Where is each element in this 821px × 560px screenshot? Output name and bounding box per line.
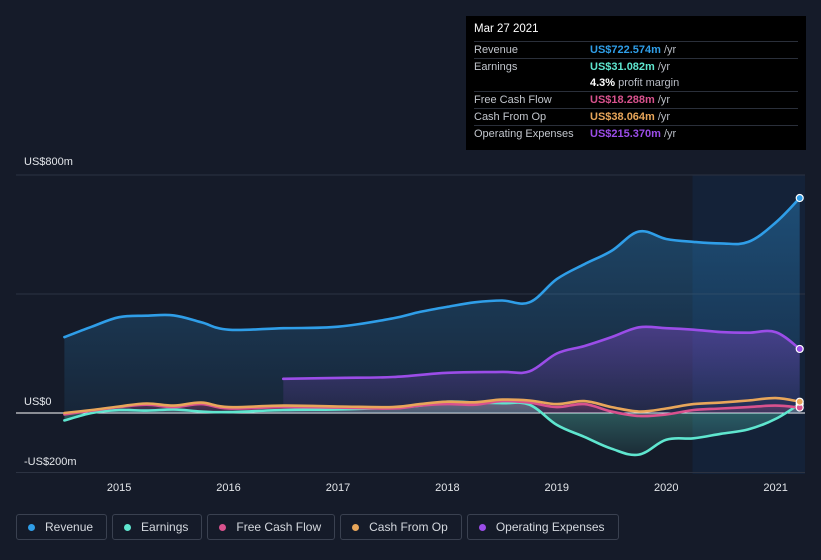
legend-item-revenue[interactable]: Revenue bbox=[16, 514, 108, 540]
tooltip-label: Cash From Op bbox=[474, 111, 547, 123]
tooltip-row-earnings: Earnings US$31.082m /yr bbox=[474, 58, 798, 75]
tooltip-date: Mar 27 2021 bbox=[474, 23, 539, 35]
cash-from-op-dot-icon bbox=[352, 523, 360, 531]
y-tick-label: US$0 bbox=[24, 396, 52, 408]
operating-expenses-end-marker bbox=[795, 344, 804, 354]
cash-from-op-line bbox=[63, 396, 801, 415]
tooltip-row-profit-margin: 4.3% profit margin bbox=[474, 75, 798, 91]
tooltip-label: Revenue bbox=[474, 44, 519, 56]
cash-from-op-end-marker bbox=[795, 397, 804, 406]
tooltip-unit: /yr bbox=[657, 111, 671, 123]
revenue-end-marker bbox=[795, 193, 804, 203]
x-tick-label: 2021 bbox=[763, 482, 787, 494]
revenue-line bbox=[63, 196, 801, 339]
tooltip-panel: Mar 27 2021 Revenue US$722.574m /yr Earn… bbox=[466, 16, 806, 150]
y-tick-label: -US$200m bbox=[24, 456, 77, 468]
x-tick-label: 2020 bbox=[654, 482, 678, 494]
legend-label: Operating Expenses bbox=[495, 520, 605, 534]
operating-expenses-area bbox=[283, 326, 800, 413]
x-tick-label: 2016 bbox=[216, 482, 240, 494]
tooltip-unit: /yr bbox=[657, 61, 671, 73]
free-cash-flow-line bbox=[63, 399, 801, 418]
legend-label: Earnings bbox=[141, 520, 189, 534]
tooltip-unit: /yr bbox=[663, 128, 677, 140]
tooltip-row-free-cash-flow: Free Cash Flow US$18.288m /yr bbox=[474, 91, 798, 108]
earnings-area bbox=[64, 401, 800, 455]
tooltip-value: US$215.370m bbox=[590, 128, 661, 140]
y-tick-label: US$800m bbox=[24, 156, 73, 168]
revenue-dot-icon bbox=[28, 523, 35, 531]
tooltip-label: Operating Expenses bbox=[474, 128, 574, 140]
x-tick-label: 2019 bbox=[545, 482, 569, 494]
x-tick-label: 2018 bbox=[435, 482, 459, 494]
profit-margin-value: 4.3% bbox=[590, 77, 616, 89]
tooltip-value: US$722.574m bbox=[590, 44, 661, 56]
legend-label: Revenue bbox=[45, 520, 94, 534]
legend-label: Free Cash Flow bbox=[236, 520, 322, 534]
legend-item-cash-from-op[interactable]: Cash From Op bbox=[340, 514, 462, 540]
tooltip-value: US$18.288m bbox=[590, 94, 655, 106]
operating-expenses-dot-icon bbox=[478, 523, 486, 531]
earnings-dot-icon bbox=[124, 523, 132, 531]
profit-margin-label: profit margin bbox=[618, 77, 680, 89]
legend-item-free-cash-flow[interactable]: Free Cash Flow bbox=[207, 514, 336, 540]
x-tick-label: 2015 bbox=[107, 482, 131, 494]
chart-area: US$800m US$0 -US$200m 2015 2016 2017 2018 2019 2… bbox=[16, 156, 805, 494]
x-tick-label: 2017 bbox=[326, 482, 350, 494]
tooltip-value: US$31.082m bbox=[590, 61, 655, 73]
legend-item-operating-expenses[interactable]: Operating Expenses bbox=[466, 514, 619, 540]
chart-legend: Revenue Earnings Free Cash Flow Cash Fro… bbox=[16, 514, 619, 542]
tooltip-row-operating-expenses: Operating Expenses US$215.370m /yr bbox=[474, 125, 798, 142]
free-cash-flow-dot-icon bbox=[219, 523, 227, 531]
operating-expenses-line bbox=[282, 325, 801, 381]
tooltip-value: US$38.064m bbox=[590, 111, 655, 123]
tooltip-unit: /yr bbox=[663, 44, 677, 56]
tooltip-row-revenue: Revenue US$722.574m /yr bbox=[474, 41, 798, 58]
legend-item-earnings[interactable]: Earnings bbox=[112, 514, 203, 540]
legend-label: Cash From Op bbox=[369, 520, 448, 534]
tooltip-row-cash-from-op: Cash From Op US$38.064m /yr bbox=[474, 108, 798, 125]
tooltip-label: Free Cash Flow bbox=[474, 94, 552, 106]
tooltip-unit: /yr bbox=[657, 94, 671, 106]
tooltip-label: Earnings bbox=[474, 61, 518, 73]
